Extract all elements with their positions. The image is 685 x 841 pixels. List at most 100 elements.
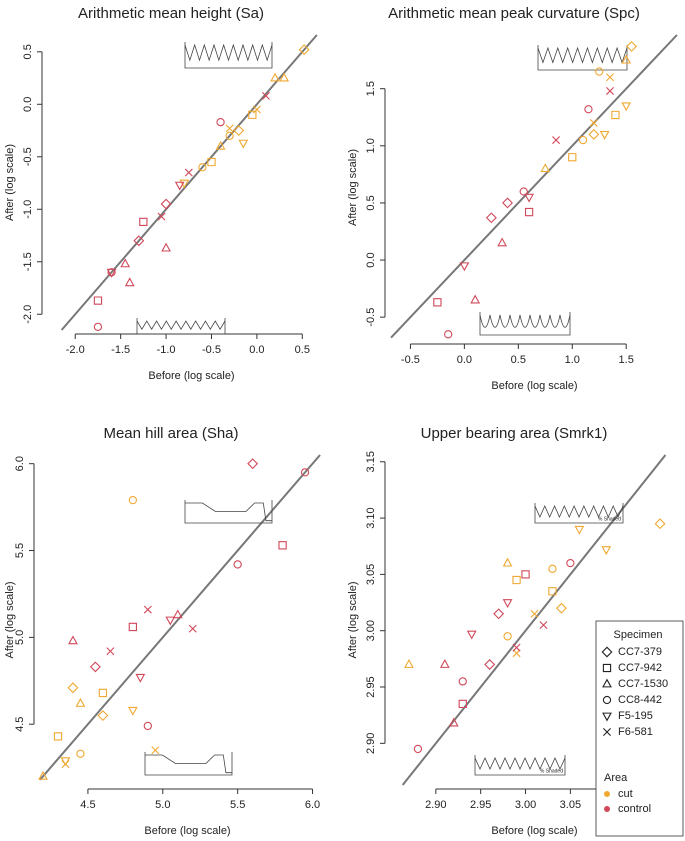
point <box>459 262 470 272</box>
x-tick-label: 5.0 <box>155 799 170 811</box>
point <box>120 258 131 268</box>
point <box>578 135 588 145</box>
y-tick-label: -0.5 <box>22 147 34 166</box>
chart-title: Arithmetic mean peak curvature (Spc) <box>388 5 640 22</box>
y-tick-label: -1.0 <box>22 200 34 219</box>
chart-title: Arithmetic mean height (Sa) <box>78 5 264 22</box>
point <box>584 105 593 114</box>
inset-profile <box>534 505 624 518</box>
point <box>300 468 310 477</box>
point <box>135 673 146 683</box>
y-tick-label: 0.5 <box>22 44 34 59</box>
identity-line <box>60 34 318 331</box>
inset-profile <box>479 314 571 328</box>
legend-label: F6-581 <box>618 726 653 738</box>
point <box>606 73 615 82</box>
point <box>225 124 234 133</box>
x-axis-label: Before (log scale) <box>144 825 230 837</box>
x-tick-label: 6.0 <box>305 799 320 811</box>
point <box>184 168 193 177</box>
point <box>595 67 604 76</box>
point <box>574 525 585 535</box>
inset-frame <box>474 755 566 776</box>
point <box>247 458 259 470</box>
x-axis-label: Before (log scale) <box>491 380 577 392</box>
legend-label: CC7-942 <box>618 662 662 674</box>
point <box>151 746 160 755</box>
y-tick-label: 4.5 <box>14 717 26 732</box>
legend-marker <box>602 695 612 705</box>
y-tick-label: 3.05 <box>365 564 377 585</box>
x-tick-label: 3.05 <box>560 799 581 811</box>
y-tick-label: 1.0 <box>365 138 377 153</box>
x-tick-label: 1.0 <box>565 354 580 366</box>
point <box>621 102 632 112</box>
inset-profile <box>537 46 628 64</box>
y-tick-label: 5.0 <box>14 630 26 645</box>
y-tick-label: 3.10 <box>365 507 377 528</box>
point <box>521 570 530 579</box>
inset-frame <box>144 752 233 776</box>
legend-label: CC7-1530 <box>618 678 668 690</box>
point <box>89 661 101 673</box>
y-tick-label: 0.0 <box>22 97 34 112</box>
point <box>248 110 257 119</box>
point <box>67 682 79 694</box>
point <box>124 277 135 287</box>
point <box>540 163 551 173</box>
x-tick-label: 5.5 <box>230 799 245 811</box>
y-axis-label: After (log scale) <box>4 144 16 221</box>
point <box>68 635 78 645</box>
inset-frame <box>136 318 226 335</box>
inset-profile <box>184 43 273 62</box>
y-tick-label: 3.15 <box>365 451 377 472</box>
point <box>128 496 137 505</box>
legend-marker <box>603 728 611 736</box>
x-tick-label: 0.5 <box>511 354 526 366</box>
point <box>279 72 290 82</box>
point <box>233 560 242 569</box>
y-tick-label: -2.0 <box>22 305 34 324</box>
point <box>626 40 638 52</box>
point <box>76 749 85 758</box>
point <box>512 643 521 652</box>
point <box>552 136 561 145</box>
point <box>519 187 528 196</box>
inset-frame <box>534 503 624 524</box>
legend-label: F5-195 <box>618 710 653 722</box>
point <box>485 212 497 224</box>
inset-profile <box>474 757 566 770</box>
point <box>127 706 138 716</box>
point <box>270 72 280 82</box>
legend-title: Area <box>604 772 628 784</box>
point <box>143 605 152 614</box>
point <box>444 330 453 339</box>
y-tick-label: -0.5 <box>365 308 377 327</box>
x-tick-label: -1.0 <box>157 344 176 356</box>
x-axis-label: Before (log scale) <box>148 370 234 382</box>
y-tick-label: 2.95 <box>365 676 377 697</box>
point <box>433 298 442 307</box>
point <box>238 139 249 149</box>
point <box>566 558 575 568</box>
point <box>133 235 145 247</box>
x-tick-label: 0.0 <box>249 344 264 356</box>
point <box>458 699 467 709</box>
point <box>252 105 261 114</box>
point <box>198 163 207 172</box>
point <box>61 760 70 769</box>
point <box>524 193 534 203</box>
point <box>502 197 513 209</box>
point <box>621 54 632 64</box>
point <box>165 616 176 626</box>
x-tick-label: -0.5 <box>202 344 221 356</box>
x-axis-label: Before (log scale) <box>491 825 577 837</box>
point <box>106 647 115 656</box>
point <box>413 744 423 754</box>
y-tick-label: 1.5 <box>365 81 377 96</box>
legend-marker <box>602 678 612 688</box>
point <box>216 117 225 127</box>
legend-swatch <box>604 791 610 797</box>
point <box>555 602 567 614</box>
